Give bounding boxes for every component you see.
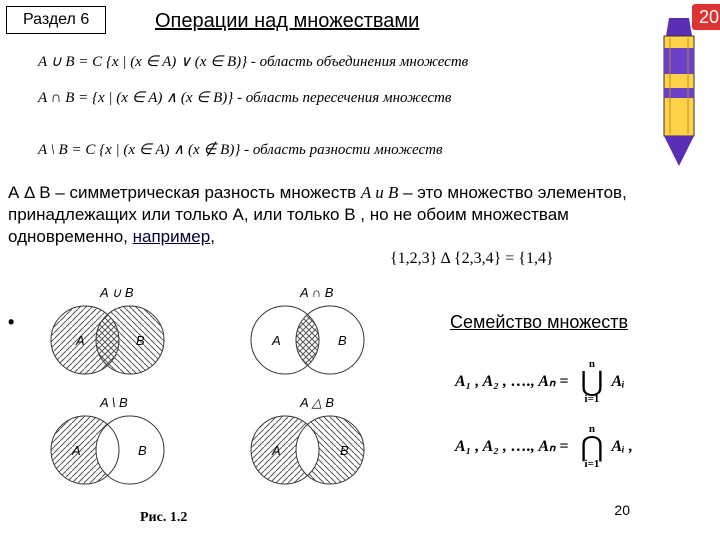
venn-label-b: B bbox=[340, 443, 349, 458]
venn-label-a: A bbox=[75, 333, 85, 348]
venn-title-intersect: A ∩ B bbox=[299, 285, 334, 300]
symdiff-example-link[interactable]: например bbox=[133, 227, 211, 246]
crayon-icon bbox=[662, 18, 696, 168]
venn-label-a: A bbox=[271, 333, 281, 348]
def-diff: A \ B = C {x | (x ∈ A) ∧ (x ∉ B)} - обла… bbox=[38, 140, 443, 159]
page-number: 20 bbox=[614, 502, 630, 518]
def-intersect: A ∩ B = {x | (x ∈ A) ∧ (x ∈ B)} - област… bbox=[38, 88, 451, 107]
venn-svg: A ∪ B A B A ∩ B A B A \ B A B A △ B A B bbox=[30, 285, 430, 505]
page-badge: 20 bbox=[692, 4, 720, 30]
venn-title-diff: A \ B bbox=[99, 395, 128, 410]
symdiff-pre: А Δ В – симметрическая разность множеств bbox=[8, 183, 361, 202]
symdiff-text: А Δ В – симметрическая разность множеств… bbox=[8, 182, 648, 248]
family-inter: A₁ , A₂ , …., Aₙ = n ⋂ i=1 Aᵢ , bbox=[455, 425, 633, 470]
venn-diagrams: A ∪ B A B A ∩ B A B A \ B A B A △ B A B bbox=[30, 285, 430, 505]
venn-label-a: A bbox=[271, 443, 281, 458]
page-title: Операции над множествами bbox=[155, 10, 419, 33]
family-inter-term: Aᵢ , bbox=[611, 438, 632, 455]
sym-example: {1,2,3} Δ {2,3,4} = {1,4} bbox=[390, 250, 554, 268]
family-union-term: Aᵢ bbox=[611, 373, 624, 390]
venn-title-symdiff: A △ B bbox=[299, 395, 334, 410]
bullet: • bbox=[8, 312, 14, 333]
symdiff-comma: , bbox=[210, 227, 215, 246]
family-seq: A₁ , A₂ , …., Aₙ = bbox=[455, 373, 568, 390]
bigcap-icon: n ⋂ i=1 bbox=[580, 425, 603, 470]
def-union: A ∪ B = C {x | (x ∈ A) ∨ (x ∈ B)} - обла… bbox=[38, 52, 468, 71]
bigcup-icon: n ⋃ i=1 bbox=[580, 360, 603, 405]
venn-label-b: B bbox=[138, 443, 147, 458]
family-seq: A₁ , A₂ , …., Aₙ = bbox=[455, 438, 568, 455]
symdiff-ab: A и B bbox=[361, 183, 398, 202]
venn-label-b: B bbox=[338, 333, 347, 348]
venn-title-union: A ∪ B bbox=[99, 285, 134, 300]
venn-label-b: B bbox=[136, 333, 145, 348]
venn-label-a: A bbox=[71, 443, 81, 458]
family-union: A₁ , A₂ , …., Aₙ = n ⋃ i=1 Aᵢ bbox=[455, 360, 625, 405]
family-title: Семейство множеств bbox=[450, 312, 628, 333]
figure-caption: Рис. 1.2 bbox=[140, 510, 187, 526]
section-tag: Раздел 6 bbox=[6, 6, 106, 34]
